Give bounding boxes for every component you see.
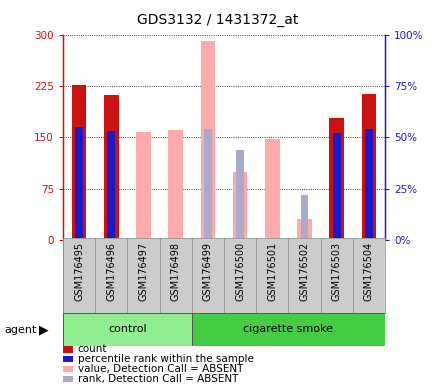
Text: GSM176495: GSM176495 xyxy=(74,242,84,301)
Text: percentile rank within the sample: percentile rank within the sample xyxy=(78,354,253,364)
Text: GSM176502: GSM176502 xyxy=(299,242,309,301)
Text: count: count xyxy=(78,344,107,354)
Bar xyxy=(191,313,384,346)
Text: cigarette smoke: cigarette smoke xyxy=(243,324,332,334)
Text: GSM176498: GSM176498 xyxy=(171,242,180,301)
Bar xyxy=(329,118,343,240)
Text: rank, Detection Call = ABSENT: rank, Detection Call = ABSENT xyxy=(78,374,238,384)
Bar xyxy=(332,133,340,240)
Text: GSM176504: GSM176504 xyxy=(363,242,373,301)
Bar xyxy=(361,94,375,240)
Bar xyxy=(136,132,151,240)
Text: GSM176503: GSM176503 xyxy=(331,242,341,301)
Text: GSM176497: GSM176497 xyxy=(138,242,148,301)
Text: GSM176499: GSM176499 xyxy=(203,242,212,301)
Text: GSM176501: GSM176501 xyxy=(267,242,276,301)
Bar xyxy=(364,129,372,240)
Text: agent: agent xyxy=(4,325,36,335)
Text: ▶: ▶ xyxy=(39,323,49,336)
Bar xyxy=(296,220,311,240)
Bar xyxy=(200,41,215,240)
Bar xyxy=(63,313,191,346)
Bar xyxy=(204,129,211,240)
Bar xyxy=(107,131,115,240)
Bar xyxy=(300,195,308,240)
Text: GSM176496: GSM176496 xyxy=(106,242,116,301)
Text: value, Detection Call = ABSENT: value, Detection Call = ABSENT xyxy=(78,364,243,374)
Text: control: control xyxy=(108,324,146,334)
Text: GDS3132 / 1431372_at: GDS3132 / 1431372_at xyxy=(137,13,297,27)
Text: GSM176500: GSM176500 xyxy=(235,242,244,301)
Bar xyxy=(168,131,183,240)
Bar xyxy=(104,95,118,240)
Bar xyxy=(75,127,83,240)
Bar xyxy=(232,172,247,240)
Bar xyxy=(264,139,279,240)
Bar xyxy=(236,150,243,240)
Bar xyxy=(72,85,86,240)
